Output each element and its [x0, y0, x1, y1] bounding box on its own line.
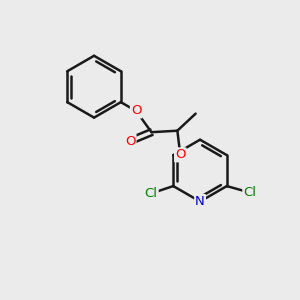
Text: O: O — [125, 134, 136, 148]
Text: Cl: Cl — [243, 186, 256, 199]
Text: O: O — [131, 104, 141, 118]
Text: Cl: Cl — [145, 187, 158, 200]
Text: O: O — [175, 148, 186, 161]
Text: N: N — [195, 195, 205, 208]
